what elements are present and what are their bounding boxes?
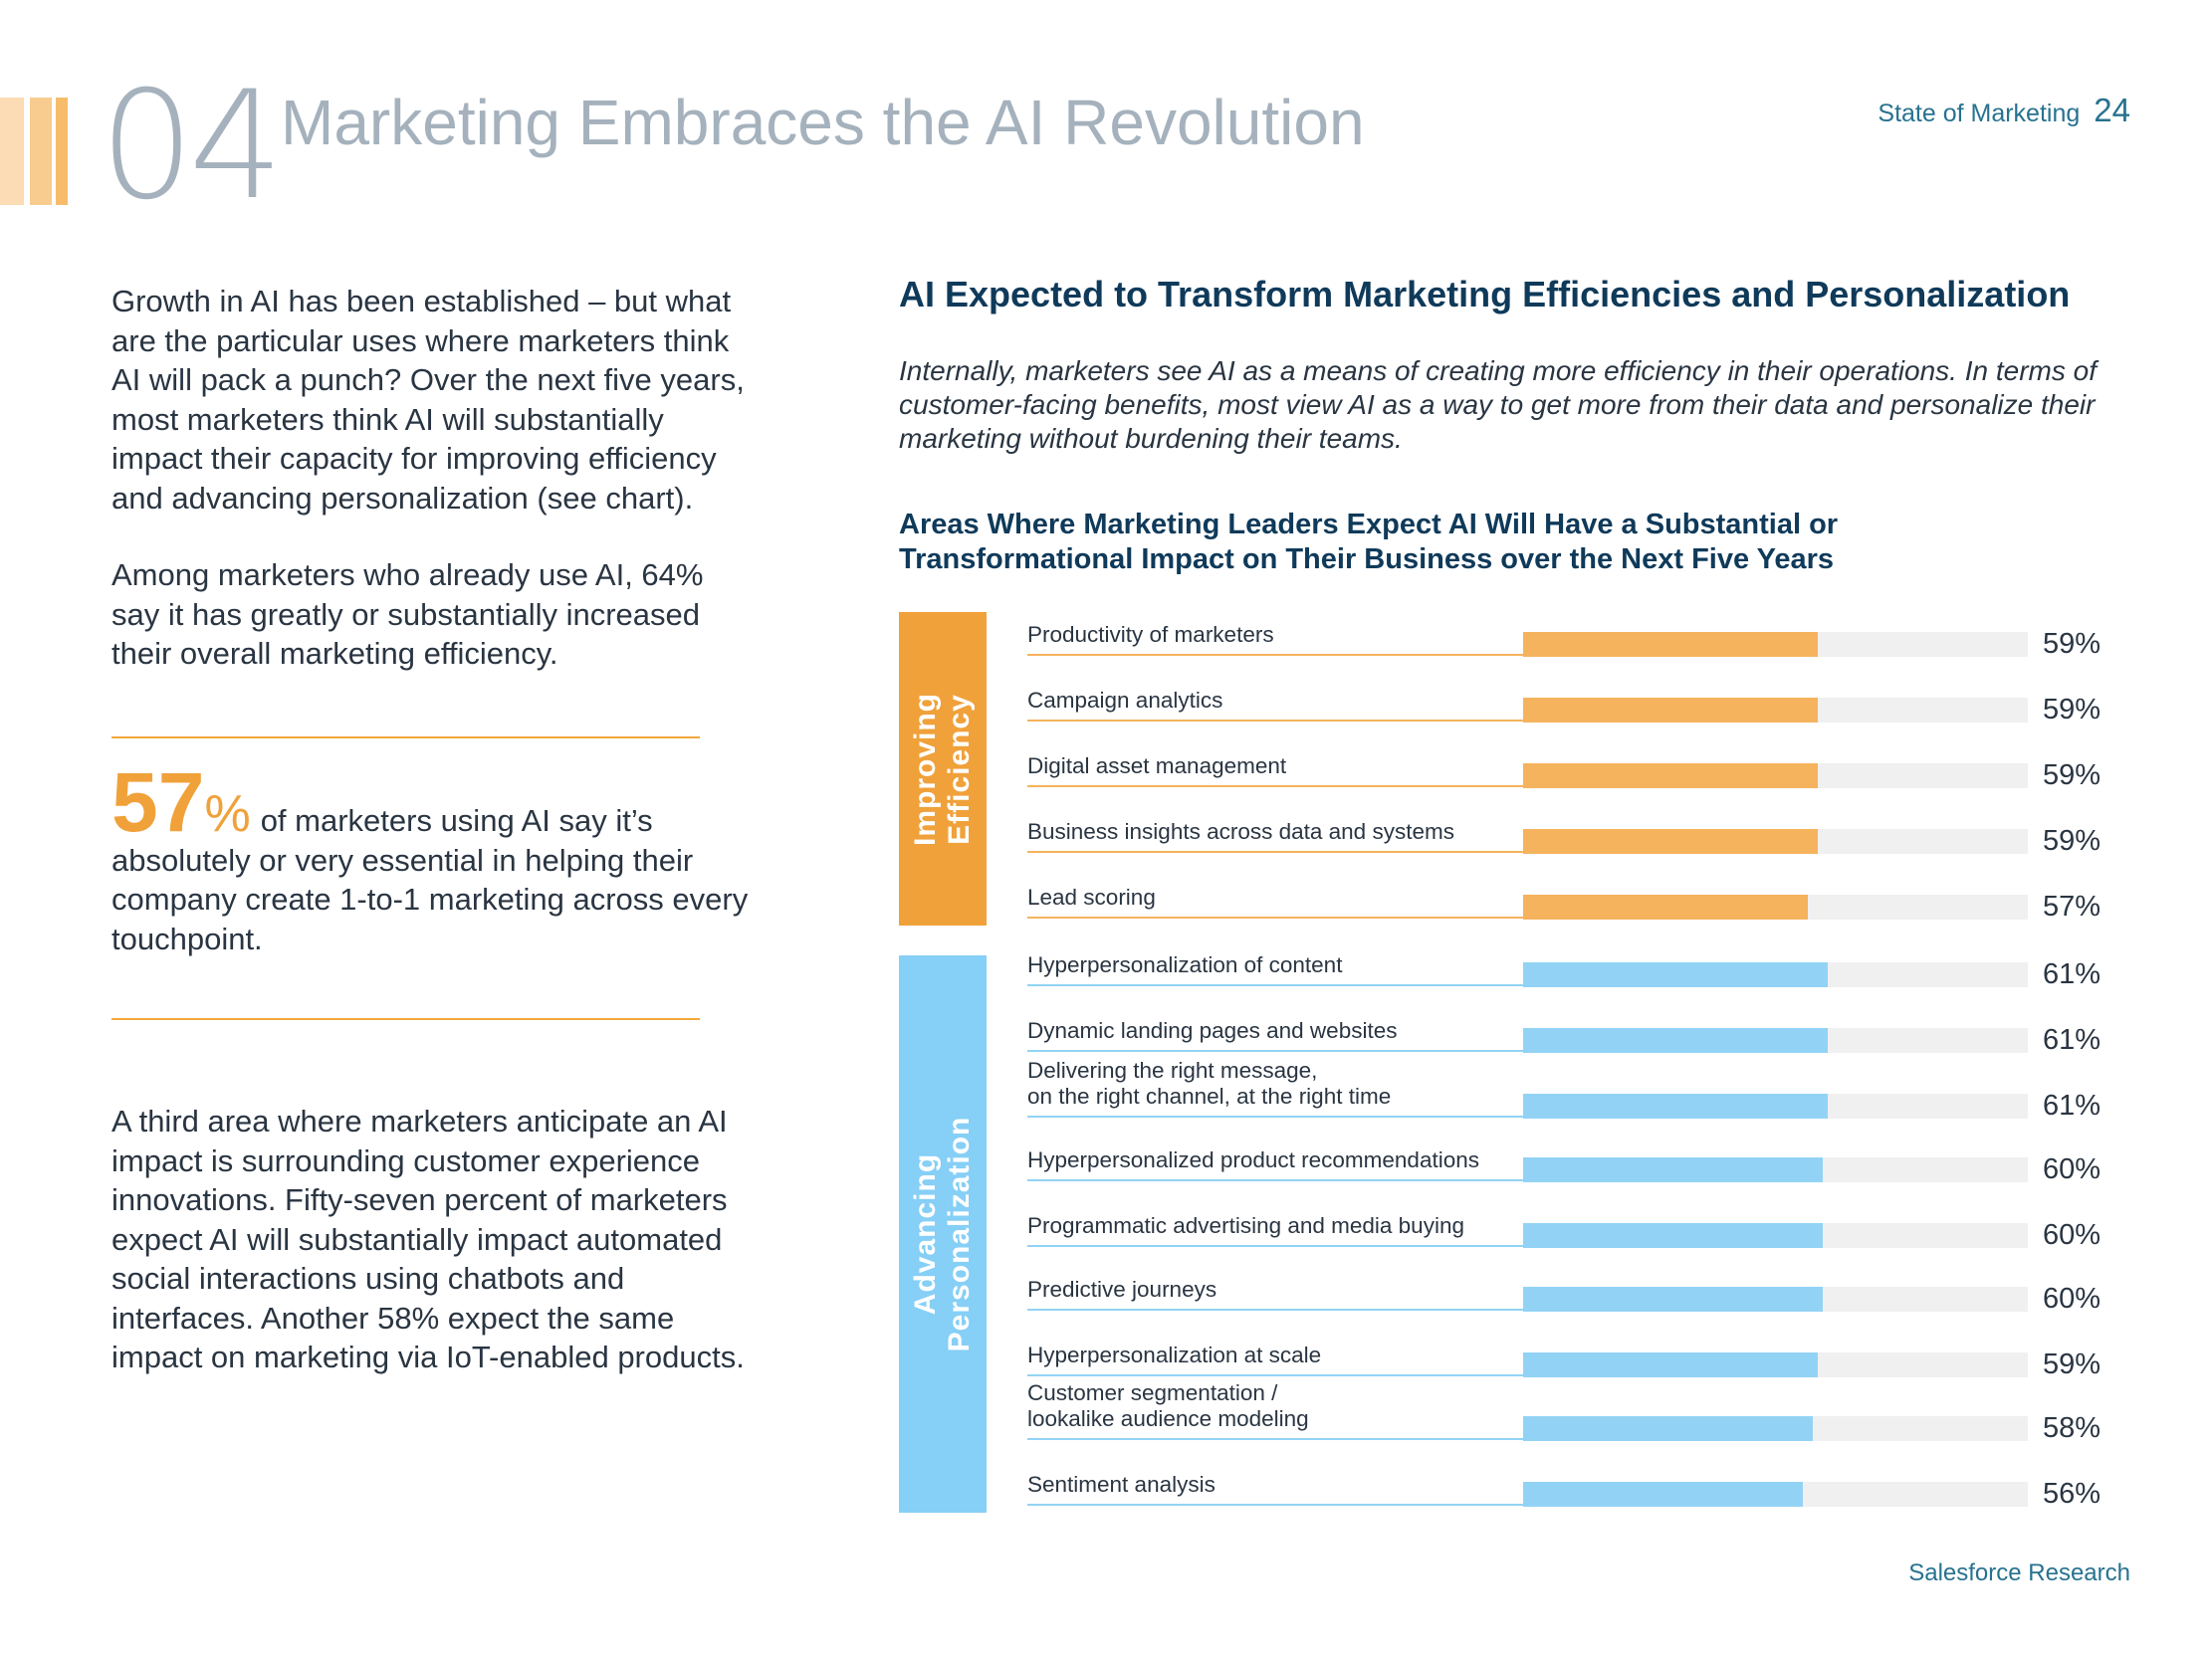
bar-value-label: 61% xyxy=(2043,1024,2101,1056)
bar-label: Programmatic advertising and media buyin… xyxy=(1027,1213,1464,1238)
page-header-right: State of Marketing 24 xyxy=(1878,92,2130,129)
bar xyxy=(1523,895,1808,920)
bar-label: Business insights across data and system… xyxy=(1027,819,1454,844)
bar-value-label: 59% xyxy=(2043,694,2101,726)
bar xyxy=(1523,1352,1818,1377)
bar xyxy=(1523,763,1818,788)
row-underline xyxy=(1027,785,1525,787)
row-underline xyxy=(1027,1438,1525,1440)
row-underline xyxy=(1027,1116,1525,1118)
bar-value-label: 60% xyxy=(2043,1283,2101,1315)
stat-text: of marketers using AI say it’s absolutel… xyxy=(111,803,749,956)
bar-label: Hyperpersonalized product recommendation… xyxy=(1027,1147,1479,1172)
stat-callout: 57% of marketers using AI say it’s absolu… xyxy=(111,760,749,958)
bar xyxy=(1523,1028,1828,1053)
intro-paragraph: Growth in AI has been established – but … xyxy=(111,284,745,516)
bar xyxy=(1523,829,1818,854)
bar-value-label: 61% xyxy=(2043,1090,2101,1122)
row-underline xyxy=(1027,1374,1525,1376)
bar-label: Lead scoring xyxy=(1027,885,1156,910)
bar-track xyxy=(1523,763,2028,788)
bar xyxy=(1523,1287,1823,1312)
bar xyxy=(1523,962,1828,987)
section-number: 04 xyxy=(100,60,284,233)
chart-description: Internally, marketers see AI as a means … xyxy=(899,355,2097,454)
bar-label: Predictive journeys xyxy=(1027,1277,1217,1302)
bar-value-label: 58% xyxy=(2043,1412,2101,1444)
group-label-efficiency: Improving Efficiency xyxy=(899,612,987,926)
bar-track xyxy=(1523,1287,2028,1312)
row-underline xyxy=(1027,654,1525,656)
page-number: 24 xyxy=(2094,92,2130,128)
stat-number: 57 xyxy=(111,755,205,849)
bar-value-label: 56% xyxy=(2043,1478,2101,1510)
divider-bottom xyxy=(111,1018,700,1020)
bar-label: Sentiment analysis xyxy=(1027,1472,1216,1497)
row-underline xyxy=(1027,851,1525,853)
bar-label: Digital asset management xyxy=(1027,753,1287,778)
bar-track xyxy=(1523,1352,2028,1377)
bar-track xyxy=(1523,632,2028,657)
chart-title: Areas Where Marketing Leaders Expect AI … xyxy=(899,509,1839,575)
report-name: State of Marketing xyxy=(1878,100,2081,127)
bar-track xyxy=(1523,962,2028,987)
bar-label: Delivering the right message, on the rig… xyxy=(1027,1058,1392,1109)
bar-track xyxy=(1523,1416,2028,1441)
bar-track xyxy=(1523,1223,2028,1248)
bar xyxy=(1523,1416,1813,1441)
footer-source: Salesforce Research xyxy=(1908,1559,2130,1586)
bar xyxy=(1523,632,1818,657)
row-underline xyxy=(1027,1179,1525,1181)
bar-track xyxy=(1523,1094,2028,1119)
bar-value-label: 57% xyxy=(2043,891,2101,923)
bar-value-label: 60% xyxy=(2043,1153,2101,1185)
bar xyxy=(1523,1223,1823,1248)
bar-value-label: 59% xyxy=(2043,825,2101,857)
bar-label: Dynamic landing pages and websites xyxy=(1027,1018,1398,1043)
bar-label: Campaign analytics xyxy=(1027,688,1223,713)
bar-track xyxy=(1523,698,2028,723)
row-underline xyxy=(1027,1309,1525,1311)
bar xyxy=(1523,1157,1823,1182)
row-underline xyxy=(1027,984,1525,986)
bar-track xyxy=(1523,1028,2028,1053)
bar xyxy=(1523,698,1818,723)
bar-value-label: 59% xyxy=(2043,759,2101,791)
bar-label: Hyperpersonalization of content xyxy=(1027,952,1343,977)
group-label-personalization-text: Advancing Personalization xyxy=(909,1116,976,1352)
row-underline xyxy=(1027,1245,1525,1247)
group-label-efficiency-text: Improving Efficiency xyxy=(909,692,976,846)
bar-value-label: 60% xyxy=(2043,1219,2101,1251)
bar-track xyxy=(1523,829,2028,854)
bar-label: Productivity of marketers xyxy=(1027,622,1274,647)
bar-track xyxy=(1523,1482,2028,1507)
row-underline xyxy=(1027,1050,1525,1052)
bar-label: Hyperpersonalization at scale xyxy=(1027,1343,1322,1367)
section-title: Marketing Embraces the AI Revolution xyxy=(281,87,1365,158)
row-underline xyxy=(1027,1504,1525,1506)
bar xyxy=(1523,1094,1828,1119)
stat-percent: % xyxy=(204,785,251,843)
efficiency-paragraph: Among marketers who already use AI, 64% … xyxy=(111,557,704,671)
bar-track xyxy=(1523,1157,2028,1182)
row-underline xyxy=(1027,720,1525,722)
bar-track xyxy=(1523,895,2028,920)
bar-value-label: 59% xyxy=(2043,628,2101,660)
cx-paragraph: A third area where marketers anticipate … xyxy=(111,1104,745,1374)
row-underline xyxy=(1027,917,1525,919)
bar xyxy=(1523,1482,1803,1507)
group-label-personalization: Advancing Personalization xyxy=(899,955,987,1513)
chart-heading: AI Expected to Transform Marketing Effic… xyxy=(899,274,2071,314)
bar-value-label: 61% xyxy=(2043,958,2101,990)
bar-value-label: 59% xyxy=(2043,1348,2101,1380)
divider-top xyxy=(111,736,700,738)
bar-label: Customer segmentation / lookalike audien… xyxy=(1027,1380,1309,1431)
